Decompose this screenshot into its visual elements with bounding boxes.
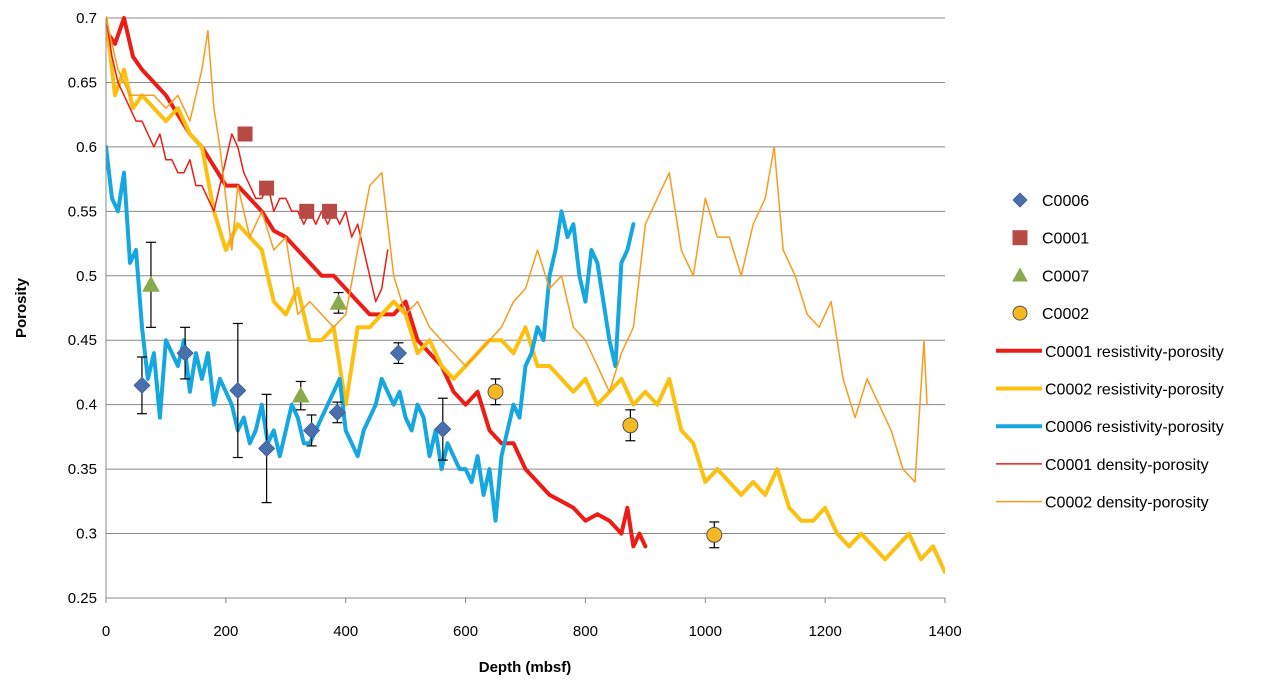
- legend-label-c0002: C0002: [1042, 306, 1089, 323]
- x-tick-label: 0: [102, 623, 110, 640]
- data-point-c0001: [299, 203, 315, 219]
- line-series-group: [106, 16, 945, 575]
- data-point-c0002: [622, 417, 639, 434]
- data-point-c0001: [237, 126, 253, 142]
- tick-labels: 0.25 0.3 0.35 0.4 0.45 0.5 0.55 0.6 0.65 0.7 0 200 4…: [68, 10, 962, 640]
- x-tick-label: 800: [573, 623, 598, 640]
- y-tick-label: 0.7: [76, 10, 97, 27]
- legend-label-c0007: C0007: [1042, 268, 1089, 285]
- x-tick-label: 1400: [928, 623, 961, 640]
- series-line-c0006-resistivity-porosity: [106, 144, 636, 523]
- series-line-c0001-density-porosity: [106, 17, 389, 303]
- data-point-c0006: [176, 344, 194, 362]
- gridlines: [106, 17, 945, 599]
- axes: [105, 18, 946, 603]
- y-tick-label: 0.3: [76, 526, 97, 543]
- error-bars-group: [136, 241, 720, 549]
- y-tick-label: 0.6: [76, 139, 97, 156]
- y-tick-label: 0.35: [68, 461, 97, 478]
- data-point-c0006: [389, 344, 408, 362]
- legend: C0006 C0001 C0007 C0002 C0001 resistivity-po…: [996, 192, 1224, 512]
- legend-label-c0006-resistivity-porosity: C0006 resistivity-porosity: [1045, 419, 1224, 436]
- legend-label-c0002-resistivity-porosity: C0002 resistivity-porosity: [1045, 382, 1224, 399]
- data-point-c0002: [487, 383, 504, 400]
- legend-label-c0001-resistivity-porosity: C0001 resistivity-porosity: [1045, 344, 1224, 361]
- legend-marker-c0007: [1012, 267, 1028, 282]
- legend-label-c0006: C0006: [1042, 193, 1089, 210]
- y-tick-label: 0.5: [76, 268, 97, 285]
- series-line-c0002-resistivity-porosity: [106, 16, 945, 575]
- legend-marker-c0001: [1012, 230, 1028, 246]
- y-tick-label: 0.25: [68, 590, 97, 607]
- data-point-c0006: [434, 420, 452, 438]
- legend-label-c0001-density-porosity: C0001 density-porosity: [1045, 457, 1209, 474]
- data-point-c0001: [259, 180, 275, 196]
- x-tick-label: 200: [213, 623, 238, 640]
- x-tick-label: 400: [333, 623, 358, 640]
- data-point-c0007: [142, 275, 160, 292]
- y-tick-label: 0.55: [68, 203, 97, 220]
- series-line-c0001-resistivity-porosity: [106, 16, 648, 549]
- legend-marker-c0002: [1012, 305, 1028, 321]
- x-tick-label: 1200: [808, 623, 841, 640]
- data-point-c0006: [229, 381, 247, 400]
- data-point-c0007: [291, 386, 310, 403]
- data-point-c0006: [328, 403, 346, 421]
- data-point-c0006: [258, 439, 276, 458]
- x-axis-title: Depth (mbsf): [479, 659, 572, 676]
- y-tick-label: 0.4: [76, 397, 97, 414]
- x-tick-label: 600: [453, 623, 478, 640]
- data-point-c0002: [706, 526, 723, 543]
- legend-label-c0001: C0001: [1042, 231, 1089, 248]
- y-tick-label: 0.45: [68, 332, 97, 349]
- data-point-c0006: [133, 376, 151, 394]
- data-point-c0006: [302, 421, 321, 440]
- x-tick-label: 1000: [689, 623, 722, 640]
- data-point-c0001: [322, 203, 338, 219]
- y-axis-title: Porosity: [13, 277, 30, 338]
- y-tick-label: 0.65: [68, 74, 97, 91]
- legend-label-c0002-density-porosity: C0002 density-porosity: [1045, 495, 1209, 512]
- marker-series-group: [133, 126, 723, 543]
- data-point-c0007: [329, 293, 348, 310]
- legend-marker-c0006: [1012, 192, 1028, 208]
- series-line-c0002-density-porosity: [106, 17, 928, 483]
